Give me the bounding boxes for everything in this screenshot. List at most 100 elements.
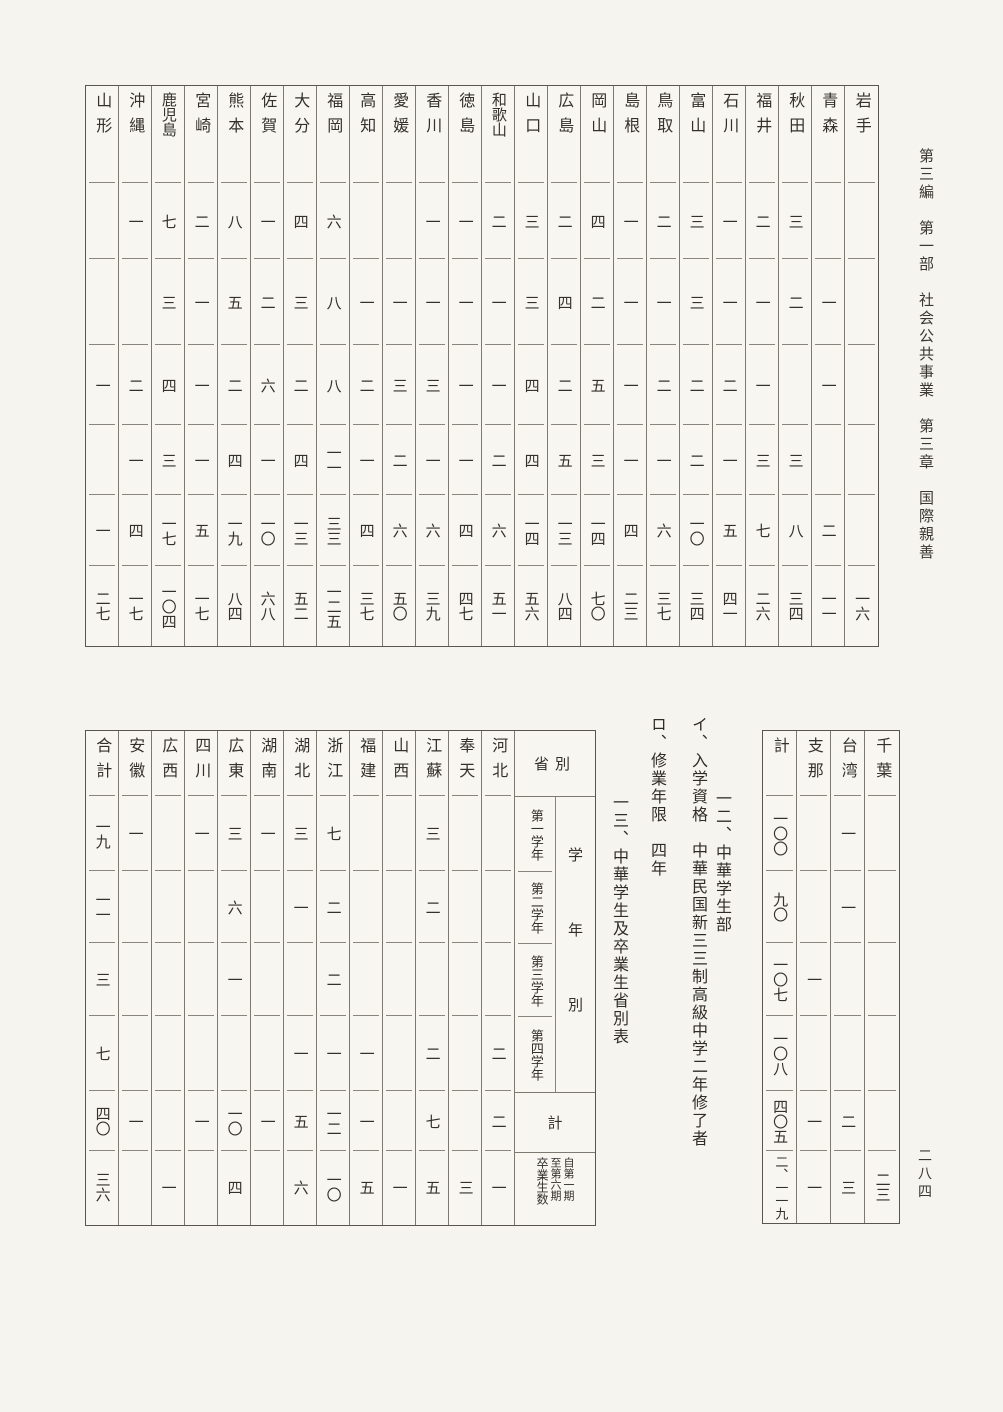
column-header: 富山 bbox=[680, 86, 712, 183]
table-cell: 二 bbox=[317, 943, 349, 1016]
table-cell: 一 bbox=[805, 1179, 824, 1195]
table-cell: 四〇五 bbox=[763, 1091, 796, 1151]
graduates-label: 卒業生数 bbox=[535, 1157, 549, 1205]
table-cell: 二 bbox=[713, 345, 745, 425]
table-column: 広島二四二五一三 八四 bbox=[548, 86, 581, 646]
table-cell: 四〇 bbox=[86, 1091, 118, 1151]
column-header: 四川 bbox=[185, 731, 217, 796]
table-cell bbox=[218, 1016, 250, 1091]
table-cell: 五 bbox=[284, 1091, 316, 1151]
table-cell: 二 bbox=[482, 1091, 514, 1151]
column-header: 青森 bbox=[812, 86, 844, 183]
column-header: 佐賀 bbox=[251, 86, 283, 183]
table-cell bbox=[812, 183, 844, 259]
table-column: 広東三六一一〇四 bbox=[218, 731, 251, 1225]
table-cell: 一 bbox=[383, 259, 415, 345]
margin-chapter-title: 第三編 第一部 社会公共事業 第三章 国際親善 bbox=[917, 148, 935, 562]
column-header: 和歌山 bbox=[482, 86, 514, 183]
table-column: 福岡六八八一一 三三 一二五 bbox=[317, 86, 350, 646]
table-cell: 一 bbox=[647, 259, 679, 345]
section-item-i: イ、入学資格 中華民国新三三制高級中学二年修了者 bbox=[689, 716, 708, 1148]
table-column: 鹿児島七三四三一七 一〇四 bbox=[152, 86, 185, 646]
table-cell: 一四 bbox=[515, 495, 547, 566]
table-cell: 五 bbox=[185, 495, 217, 566]
table-column: 湖北三一一五六 bbox=[284, 731, 317, 1225]
table-cell: 三 bbox=[218, 796, 250, 871]
table-cell: 三 bbox=[680, 183, 712, 259]
table-cell bbox=[831, 943, 864, 1016]
table-cell bbox=[383, 871, 415, 943]
table-cell: 三 bbox=[152, 425, 184, 495]
table-cell: 一一 bbox=[317, 425, 349, 495]
table-cell: 二六 bbox=[753, 591, 772, 621]
table-cell: 一 bbox=[86, 345, 118, 425]
column-header: 合計 bbox=[86, 731, 118, 796]
table-cell bbox=[251, 1016, 283, 1091]
table-cell: 六 bbox=[416, 495, 448, 566]
table-column: 和歌山二一一二六五一 bbox=[482, 86, 515, 646]
table-cell: 一 bbox=[218, 943, 250, 1016]
table-cell: 三 bbox=[779, 425, 811, 495]
table-cell: 一 bbox=[185, 796, 217, 871]
table-cell: 一三 bbox=[548, 495, 580, 566]
table-cell bbox=[383, 1091, 415, 1151]
table-cell: 一 bbox=[831, 871, 864, 943]
table-cell bbox=[86, 183, 118, 259]
table-cell: 一 bbox=[185, 345, 217, 425]
table-cell: 六 bbox=[317, 183, 349, 259]
table-cell: 二 bbox=[831, 1091, 864, 1151]
table-column: 鳥取二一二一六三七 bbox=[647, 86, 680, 646]
section-heading-12: 一二、中華学生部 bbox=[713, 790, 732, 934]
table-cell: 一 bbox=[317, 1016, 349, 1091]
table-column: 愛媛一三二六五〇 bbox=[383, 86, 416, 646]
table-cell: 一 bbox=[416, 259, 448, 345]
table-cell: 二 bbox=[647, 345, 679, 425]
table-cell bbox=[86, 425, 118, 495]
table-cell bbox=[797, 871, 830, 943]
table-cell: 一 bbox=[284, 1016, 316, 1091]
column-header: 広島 bbox=[548, 86, 580, 183]
column-header: 岩手 bbox=[845, 86, 878, 183]
table-column: 江蘇三二二七五 bbox=[416, 731, 449, 1225]
column-header: 鹿児島 bbox=[152, 86, 184, 183]
table-column: 石川一一二一五四一 bbox=[713, 86, 746, 646]
column-header: 台湾 bbox=[831, 731, 864, 796]
table-cell: 四一 bbox=[720, 591, 739, 621]
table-cell: 六 bbox=[383, 495, 415, 566]
column-header: 広西 bbox=[152, 731, 184, 796]
column-header: 山西 bbox=[383, 731, 415, 796]
column-header: 千葉 bbox=[865, 731, 899, 796]
table-cell: 一 bbox=[449, 183, 481, 259]
table-cell: 一 bbox=[251, 425, 283, 495]
table-cell: 五 bbox=[423, 1179, 442, 1195]
table-cell: 四 bbox=[581, 183, 613, 259]
table-cell bbox=[350, 871, 382, 943]
table-cell bbox=[185, 1151, 217, 1223]
table-cell bbox=[482, 796, 514, 871]
table-cell bbox=[152, 1091, 184, 1151]
row-label-graduates: 卒業生数 至第六期 自第一期 bbox=[515, 1153, 595, 1225]
table-cell: 三 bbox=[779, 183, 811, 259]
table-cell: 一〇四 bbox=[159, 583, 178, 629]
column-header: 福井 bbox=[746, 86, 778, 183]
table-cell: 二 bbox=[482, 183, 514, 259]
table-column: 千葉 二三 bbox=[865, 731, 899, 1223]
table-cell: 二 bbox=[548, 345, 580, 425]
table-cell: 五二 bbox=[291, 591, 310, 621]
table-column: 秋田三二三八三四 bbox=[779, 86, 812, 646]
table-cell: 一 bbox=[185, 259, 217, 345]
table-cell bbox=[812, 425, 844, 495]
table-cell: 一 bbox=[390, 1179, 409, 1195]
table-cell bbox=[185, 943, 217, 1016]
table-cell bbox=[845, 259, 878, 345]
table-column: 岩手 一六 bbox=[845, 86, 878, 646]
column-header: 徳島 bbox=[449, 86, 481, 183]
table-cell: 二三 bbox=[621, 591, 640, 621]
table-cell: 一 bbox=[797, 943, 830, 1016]
table-cell: 一 bbox=[284, 871, 316, 943]
column-header: 安徽 bbox=[119, 731, 151, 796]
table-cell bbox=[152, 943, 184, 1016]
table-cell: 二 bbox=[647, 183, 679, 259]
table-cell: 二三 bbox=[873, 1172, 892, 1202]
column-header: 河北 bbox=[482, 731, 514, 796]
